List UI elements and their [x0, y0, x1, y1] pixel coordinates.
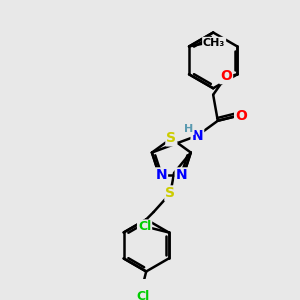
- Text: N: N: [155, 168, 167, 182]
- Text: N: N: [176, 168, 187, 182]
- Text: Cl: Cl: [137, 290, 150, 300]
- Text: Cl: Cl: [138, 220, 151, 233]
- Text: S: S: [165, 186, 175, 200]
- Text: S: S: [167, 131, 176, 146]
- Text: O: O: [235, 109, 247, 123]
- Text: N: N: [192, 129, 203, 142]
- Text: CH₃: CH₃: [203, 38, 225, 48]
- Text: O: O: [220, 69, 232, 83]
- Text: H: H: [184, 124, 194, 134]
